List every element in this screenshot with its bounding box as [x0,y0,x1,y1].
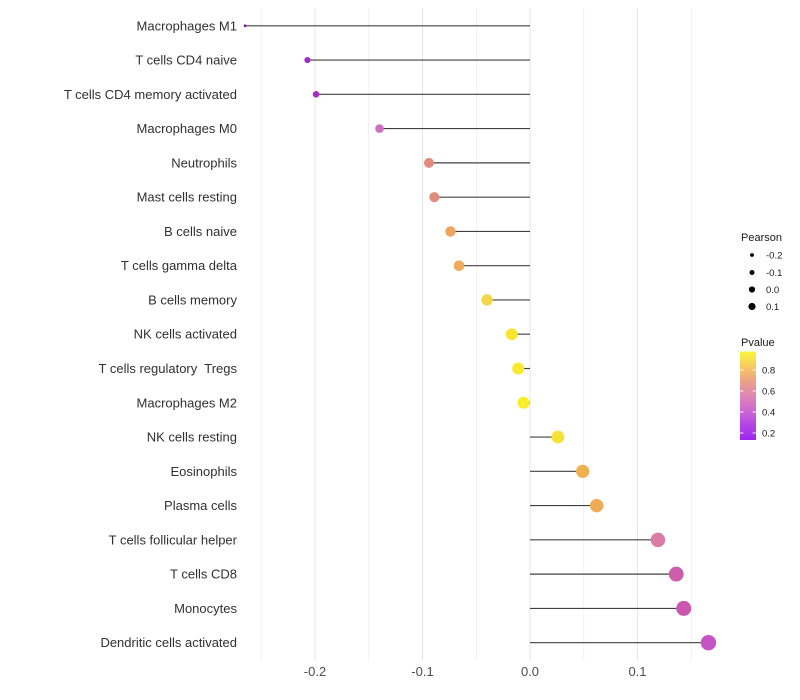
data-point-dot [551,430,565,444]
category-label: Monocytes [174,601,237,616]
x-axis-tick-label: 0.0 [521,664,539,679]
data-point-dot [676,600,692,616]
category-label: NK cells activated [134,327,237,342]
category-label: Mast cells resting [137,190,237,205]
data-point-dot [312,91,320,98]
category-label: Eosinophils [171,464,238,479]
data-point-dot [429,192,440,203]
data-point-dot [481,294,493,306]
legend-pearson-title: Pearson [741,232,782,244]
legend-pearson-dot [748,302,756,311]
data-point-dot [304,56,311,64]
legend-pearson-label: -0.1 [766,268,782,279]
data-point-dot [589,498,604,513]
category-label: NK cells resting [147,430,237,445]
category-label: B cells memory [148,292,237,307]
category-label: T cells CD8 [170,567,237,582]
data-point-dot [423,157,434,168]
category-label: T cells CD4 memory activated [64,87,237,102]
data-point-dot [650,532,666,548]
x-axis-tick-label: -0.2 [304,664,326,679]
x-axis-tick-label: 0.1 [628,664,646,679]
data-point-dot [668,566,684,582]
category-label: Plasma cells [164,498,237,513]
category-label: Macrophages M0 [137,121,237,136]
legend-pearson-dot [749,270,755,275]
legend-pearson-dot [750,253,754,257]
category-label: T cells CD4 naive [135,53,237,68]
data-point-dot [243,24,247,28]
data-point-dot [512,362,525,375]
category-label: Neutrophils [171,155,237,170]
data-point-dot [375,124,384,133]
data-point-dot [576,464,590,478]
legend-pvalue-label: 0.2 [762,429,775,440]
data-point-dot [445,226,456,237]
legend-pvalue-label: 0.6 [762,387,775,398]
data-point-dot [517,396,530,409]
category-label: Macrophages M1 [137,18,237,33]
legend-pearson-label: -0.2 [766,251,782,262]
legend-pvalue-label: 0.4 [762,408,775,419]
legend-pearson-dot [748,286,756,293]
category-label: T cells gamma delta [121,258,238,273]
category-label: T cells regulatory Tregs [99,361,238,376]
legend-pvalue-title: Pvalue [741,337,775,349]
legend-pearson-label: 0.0 [766,285,779,296]
legend-pvalue-label: 0.8 [762,366,775,377]
category-label: Macrophages M2 [137,395,237,410]
legend-pvalue-gradient-bar [740,351,756,440]
data-point-dot [505,328,518,341]
category-label: B cells naive [164,224,237,239]
category-label: T cells follicular helper [109,532,238,547]
legend-pearson-label: 0.1 [766,302,779,313]
data-point-dot [700,634,717,651]
x-axis-tick-label: -0.1 [411,664,433,679]
category-label: Dendritic cells activated [100,635,237,650]
data-point-dot [453,260,465,272]
